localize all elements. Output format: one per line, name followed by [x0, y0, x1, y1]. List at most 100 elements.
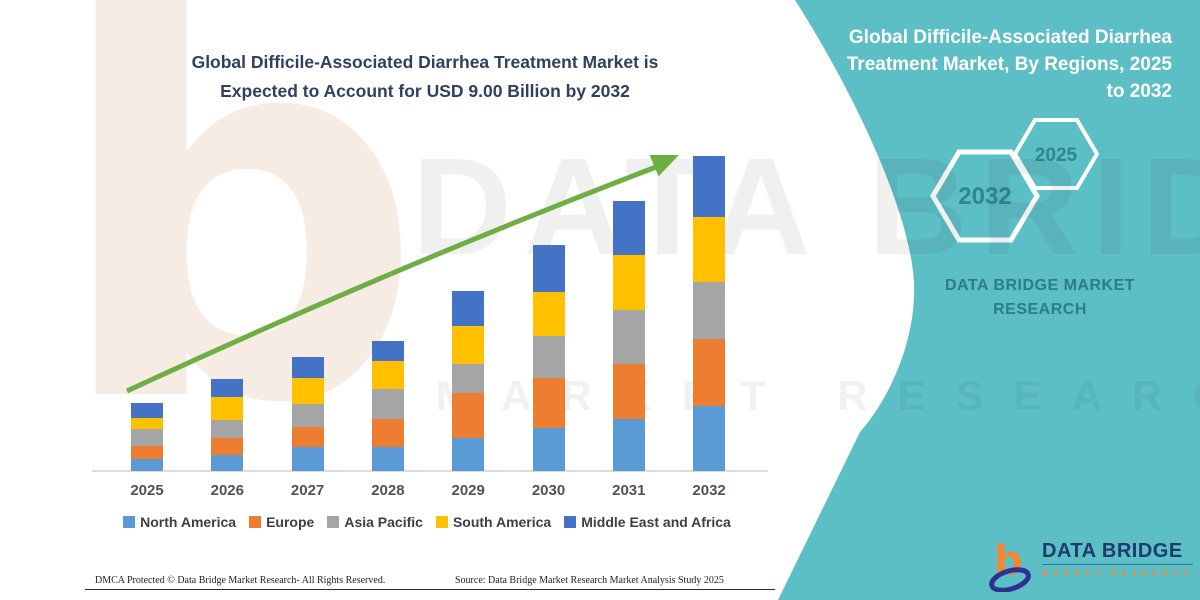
bar-segment-middle-east-and-africa: [131, 403, 163, 419]
logo-tagline: MARKET RESEARCH: [1042, 568, 1194, 577]
legend-item-north-america: North America: [123, 514, 236, 530]
trend-arrow-head: [649, 155, 679, 177]
legend-label: North America: [140, 514, 237, 530]
panel-title-line2: Treatment Market, By Regions, 2025: [846, 54, 1172, 75]
bar-segment-europe: [371, 418, 404, 447]
bar-segment-asia-pacific: [291, 404, 324, 427]
bar-2025: [131, 403, 163, 471]
bar-segment-south-america: [532, 291, 565, 337]
brand-heading-line2: RESEARCH: [993, 301, 1087, 318]
bar-segment-south-america: [452, 326, 485, 364]
x-axis-label-2029: 2029: [451, 482, 485, 499]
bar-segment-middle-east-and-africa: [693, 155, 726, 217]
bar-segment-europe: [612, 363, 645, 420]
logo-name: DATA BRIDGE: [1042, 540, 1194, 565]
bar-segment-south-america: [693, 216, 726, 282]
legend-label: Europe: [266, 514, 315, 530]
bar-2029: [452, 290, 485, 471]
bar-segment-middle-east-and-africa: [532, 245, 565, 292]
legend-item-south-america: South America: [435, 514, 552, 530]
bar-2031: [612, 200, 645, 471]
bar-segment-asia-pacific: [211, 419, 244, 438]
bar-segment-asia-pacific: [693, 281, 726, 340]
bar-segment-asia-pacific: [452, 363, 485, 393]
bar-2026: [211, 379, 244, 471]
bar-segment-europe: [452, 392, 485, 439]
bar-2028: [371, 341, 404, 471]
legend-label: Asia Pacific: [344, 514, 423, 530]
legend-item-asia-pacific: Asia Pacific: [327, 514, 423, 530]
footer-source: Source: Data Bridge Market Research Mark…: [455, 575, 724, 586]
bar-segment-europe: [291, 426, 324, 447]
logo-swoosh: [989, 567, 1031, 592]
footer-divider: [85, 589, 775, 590]
bar-segment-asia-pacific: [532, 336, 565, 378]
x-axis-label-2027: 2027: [290, 482, 325, 499]
legend-item-europe: Europe: [249, 514, 314, 530]
bar-segment-middle-east-and-africa: [452, 290, 485, 327]
bar-segment-europe: [693, 339, 726, 407]
bar-segment-south-america: [612, 255, 645, 310]
bar-segment-north-america: [693, 406, 726, 471]
hexagon-2032-label: 2032: [958, 183, 1011, 210]
brand-heading-line1: DATA BRIDGE MARKET: [944, 277, 1136, 294]
bar-segment-north-america: [532, 427, 565, 471]
bar-segment-south-america: [211, 397, 244, 420]
data-bridge-logo: b DATA BRIDGE MARKET RESEARCH: [988, 540, 1194, 592]
legend-item-middle-east-and-africa: Middle East and Africa: [564, 514, 731, 530]
bar-segment-asia-pacific: [371, 389, 404, 419]
logo-text: DATA BRIDGE MARKET RESEARCH: [1042, 540, 1194, 577]
x-axis-line: [92, 470, 768, 472]
legend-swatch-icon: [123, 516, 136, 528]
bar-segment-north-america: [211, 454, 244, 471]
chart-title-line1: Global Difficile-Associated Diarrhea Tre…: [191, 52, 659, 72]
bar-segment-middle-east-and-africa: [291, 356, 324, 378]
x-axis-label-2030: 2030: [531, 482, 566, 499]
legend-swatch-icon: [327, 516, 340, 528]
hexagon-group: [930, 118, 1100, 243]
footer-copyright: DMCA Protected © Data Bridge Market Rese…: [95, 575, 386, 586]
chart-title: Global Difficile-Associated Diarrhea Tre…: [120, 48, 730, 106]
bar-segment-north-america: [612, 419, 645, 471]
bar-segment-middle-east-and-africa: [612, 200, 645, 256]
bar-segment-north-america: [452, 438, 485, 471]
bar-segment-europe: [131, 446, 163, 459]
x-axis-label-2028: 2028: [371, 482, 405, 499]
panel-title-line1: Global Difficile-Associated Diarrhea: [848, 27, 1172, 48]
bar-segment-asia-pacific: [612, 309, 645, 364]
bar-segment-north-america: [371, 446, 404, 471]
legend-swatch-icon: [564, 516, 577, 528]
legend: North America Europe Asia Pacific South Ame…: [88, 514, 766, 530]
bar-segment-middle-east-and-africa: [371, 341, 404, 361]
bar-segment-north-america: [131, 458, 163, 471]
bar-segment-south-america: [291, 377, 324, 405]
panel-title-line3: to 2032: [1106, 81, 1172, 102]
footer: DMCA Protected © Data Bridge Market Rese…: [0, 575, 780, 589]
x-axis-label-2032: 2032: [692, 482, 726, 499]
bar-2030: [532, 245, 565, 471]
legend-swatch-icon: [249, 516, 262, 528]
x-axis-label-2026: 2026: [210, 482, 244, 499]
legend-label: South America: [452, 514, 552, 530]
data-bridge-logo-icon: b: [989, 540, 1031, 592]
legend-label: Middle East and Africa: [581, 514, 731, 530]
bar-segment-europe: [532, 377, 565, 428]
legend-swatch-icon: [435, 516, 448, 528]
panel-title: Global Difficile-Associated Diarrhea Tre…: [827, 24, 1172, 105]
bar-segment-middle-east-and-africa: [211, 379, 244, 398]
bar-segment-asia-pacific: [131, 429, 163, 447]
bar-segment-south-america: [371, 360, 404, 390]
bar-2032: [693, 155, 726, 471]
x-axis-label-2031: 2031: [612, 482, 646, 499]
hexagon-2025-label: 2025: [1035, 145, 1078, 166]
bar-segment-europe: [211, 437, 244, 455]
x-axis-label-2025: 2025: [130, 482, 164, 499]
bar-2027: [291, 356, 324, 471]
bar-segment-south-america: [131, 418, 163, 430]
brand-heading: DATA BRIDGE MARKET RESEARCH: [915, 274, 1165, 322]
hexagon-2032-icon: [930, 149, 1040, 243]
bar-segment-north-america: [291, 446, 324, 471]
